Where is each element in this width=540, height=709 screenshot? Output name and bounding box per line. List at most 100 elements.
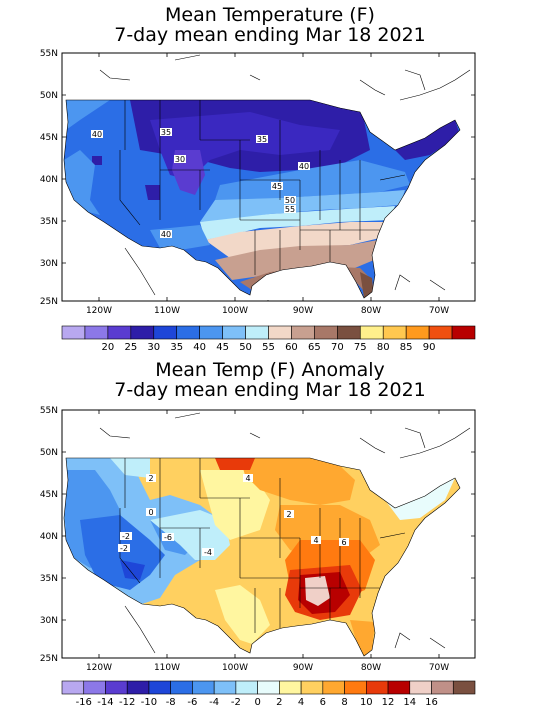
colorbar-label: 2 [276, 697, 282, 708]
bottom-colorbar: -16 -14 -12 -10 -8 -6 -4 -2 0 2 4 6 8 10 12 14 16 [61, 680, 476, 708]
bottom-lat-labels: 55N 50N 45N 40N 35N 30N 25N [40, 406, 58, 664]
colorbar-label: 40 [193, 342, 206, 353]
top-coastlines [99, 54, 471, 301]
colorbar-swatch [130, 325, 155, 340]
bottom-contour-label: 6 [341, 538, 346, 547]
top-contour-label: 50 [285, 196, 295, 205]
colorbar-swatch [382, 325, 407, 340]
colorbar-label: -14 [97, 697, 113, 708]
lon-label: 70W [429, 663, 449, 673]
lon-label: 80W [361, 306, 381, 316]
colorbar-swatch [61, 680, 85, 695]
top-state-boundaries [63, 99, 461, 299]
bottom-title-line2: 7-day mean ending Mar 18 2021 [114, 379, 426, 401]
colorbar-label: 14 [403, 697, 416, 708]
colorbar-label: -6 [187, 697, 197, 708]
lat-label: 45N [40, 490, 58, 500]
colorbar-label: 75 [354, 342, 367, 353]
colorbar-label: 0 [254, 697, 260, 708]
lon-label: 110W [154, 663, 180, 673]
lon-label: 70W [429, 306, 449, 316]
colorbar-swatch [314, 325, 338, 340]
colorbar-swatch [279, 680, 302, 695]
colorbar-swatch [291, 325, 315, 340]
colorbar-label: 45 [216, 342, 229, 353]
colorbar-label: -2 [231, 697, 241, 708]
colorbar-label: 60 [285, 342, 298, 353]
lon-label: 90W [293, 306, 313, 316]
bottom-lon-labels: 120W 110W 100W 90W 80W 70W [86, 663, 449, 673]
top-contour-label: 30 [175, 155, 185, 164]
colorbar-swatch [387, 680, 411, 695]
colorbar-label: 6 [320, 697, 326, 708]
colorbar-swatch [199, 325, 223, 340]
top-contour-label: 40 [161, 230, 171, 239]
colorbar-swatch [245, 325, 269, 340]
colorbar-label: 35 [170, 342, 183, 353]
lat-label: 55N [40, 406, 58, 416]
colorbar-label: 65 [308, 342, 321, 353]
lon-label: 100W [222, 306, 248, 316]
colorbar-swatch [235, 680, 258, 695]
colorbar-swatch [84, 325, 109, 340]
colorbar-swatch [428, 325, 453, 340]
top-colorbar: 20 25 30 35 40 45 50 55 60 65 70 75 80 85 90 [61, 325, 476, 353]
top-contour-label: 40 [92, 130, 102, 139]
colorbar-label: 8 [341, 697, 347, 708]
lat-label: 35N [40, 217, 58, 227]
colorbar-swatch [170, 680, 193, 695]
colorbar-swatch [107, 325, 132, 340]
lat-label: 45N [40, 133, 58, 143]
top-lon-labels: 120W 110W 100W 90W 80W 70W [86, 306, 449, 316]
lon-label: 110W [154, 306, 180, 316]
colorbar-swatch [322, 680, 345, 695]
colorbar-swatch [344, 680, 367, 695]
bottom-title-line1: Mean Temp (F) Anomaly [155, 359, 385, 381]
colorbar-label: 12 [382, 697, 395, 708]
colorbar-swatch [105, 680, 128, 695]
colorbar-swatch [405, 325, 430, 340]
top-contour-label: 40 [299, 162, 309, 171]
top-contour-labels: 40 35 35 30 40 45 50 55 40 [91, 128, 310, 239]
colorbar-swatch [126, 680, 150, 695]
colorbar-label: 50 [239, 342, 252, 353]
bottom-contour-label: 4 [313, 536, 318, 545]
colorbar-label: -16 [76, 697, 92, 708]
bottom-contour-label: 2 [286, 510, 291, 519]
lat-label: 40N [40, 175, 58, 185]
bottom-contour-label: -2 [122, 532, 130, 541]
colorbar-swatch [409, 680, 432, 695]
colorbar-label: 90 [423, 342, 436, 353]
lon-label: 120W [86, 663, 112, 673]
top-title-line2: 7-day mean ending Mar 18 2021 [114, 24, 426, 46]
colorbar-label: 55 [262, 342, 275, 353]
colorbar-swatch [268, 325, 292, 340]
colorbar-label: -12 [119, 697, 135, 708]
colorbar-swatch [176, 325, 200, 340]
lat-label: 50N [40, 91, 58, 101]
lat-label: 25N [40, 297, 58, 307]
colorbar-label: 30 [147, 342, 160, 353]
colorbar-swatch [452, 680, 476, 695]
colorbar-label: 85 [400, 342, 413, 353]
colorbar-label: -8 [166, 697, 176, 708]
colorbar-swatch [300, 680, 324, 695]
colorbar-swatch [61, 325, 86, 340]
top-contour-label: 35 [161, 128, 171, 137]
lon-label: 80W [361, 663, 381, 673]
lat-label: 40N [40, 532, 58, 542]
top-ticks [62, 53, 475, 301]
bottom-contour-labels: 2 4 2 0 -2 -6 -4 4 6 -2 [118, 474, 349, 557]
bottom-map: 2 4 2 0 -2 -6 -4 4 6 -2 55N 50N 45N 40N … [40, 406, 476, 708]
bottom-contour-label: -4 [204, 548, 212, 557]
lat-label: 30N [40, 259, 58, 269]
colorbar-label: 70 [331, 342, 344, 353]
bottom-contour-label: 2 [148, 474, 153, 483]
colorbar-swatch [222, 325, 246, 340]
top-contour-label: 45 [272, 182, 282, 191]
colorbar-swatch [359, 325, 384, 340]
colorbar-label: -10 [141, 697, 157, 708]
colorbar-label: 10 [360, 697, 373, 708]
top-map: 40 35 35 30 40 45 50 55 40 55N 50N 45N 4… [40, 49, 476, 353]
